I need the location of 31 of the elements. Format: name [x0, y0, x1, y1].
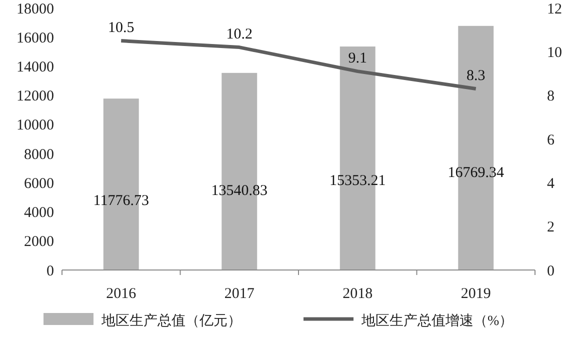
x-tick-label: 2019	[460, 286, 491, 302]
x-tick-label: 2017	[224, 286, 255, 302]
y2-tick-label: 8	[547, 88, 554, 105]
y-tick-label: 6000	[24, 176, 54, 192]
data-label: 16769.34	[448, 165, 504, 182]
data-label: 10.2	[226, 26, 252, 42]
y2-tick-label: 10	[547, 44, 562, 61]
data-label: 15353.21	[330, 173, 386, 190]
y2-tick-label: 4	[547, 176, 555, 192]
y-tick-label: 8000	[24, 146, 54, 163]
legend-label: 地区生产总值增速（%）	[360, 313, 514, 329]
legend-label: 地区生产总值（亿元）	[100, 313, 242, 329]
y-tick-label: 18000	[16, 1, 54, 18]
y2-tick-label: 2	[547, 220, 554, 236]
y2-tick-label: 0	[547, 263, 554, 280]
x-tick-label: 2016	[106, 286, 137, 302]
y-tick-label: 4000	[24, 205, 54, 222]
y-tick-label: 2000	[24, 234, 54, 250]
data-label: 13540.83	[211, 183, 268, 200]
y-tick-label: 12000	[16, 88, 54, 105]
data-label: 11776.73	[93, 192, 149, 209]
y-tick-label: 0	[46, 263, 54, 280]
data-label: 9.1	[348, 50, 367, 66]
x-tick-label: 2018	[342, 286, 373, 302]
y-tick-label: 14000	[16, 59, 54, 76]
data-label: 10.5	[108, 20, 134, 36]
y2-tick-label: 12	[547, 1, 562, 18]
y-tick-label: 10000	[16, 118, 54, 134]
y-tick-label: 16000	[16, 30, 54, 46]
data-label: 8.3	[466, 68, 486, 84]
y2-tick-label: 6	[547, 132, 555, 148]
